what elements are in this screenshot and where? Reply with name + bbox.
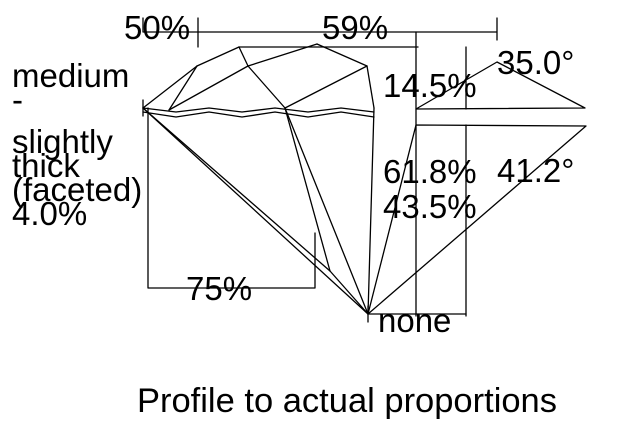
svg-text:61.8%: 61.8% — [383, 153, 477, 190]
svg-text:none: none — [378, 302, 451, 339]
svg-text:41.2°: 41.2° — [497, 152, 574, 189]
svg-text:59%: 59% — [322, 9, 388, 46]
svg-text:Profile to actual proportions: Profile to actual proportions — [137, 382, 557, 420]
svg-text:50%: 50% — [124, 9, 190, 46]
svg-text:4.0%: 4.0% — [12, 195, 87, 232]
svg-text:medium: medium — [12, 57, 129, 94]
svg-text:14.5%: 14.5% — [383, 67, 477, 104]
svg-text:75%: 75% — [186, 270, 252, 307]
svg-text:-: - — [12, 81, 23, 118]
svg-text:35.0°: 35.0° — [497, 44, 574, 81]
svg-text:43.5%: 43.5% — [383, 188, 477, 225]
